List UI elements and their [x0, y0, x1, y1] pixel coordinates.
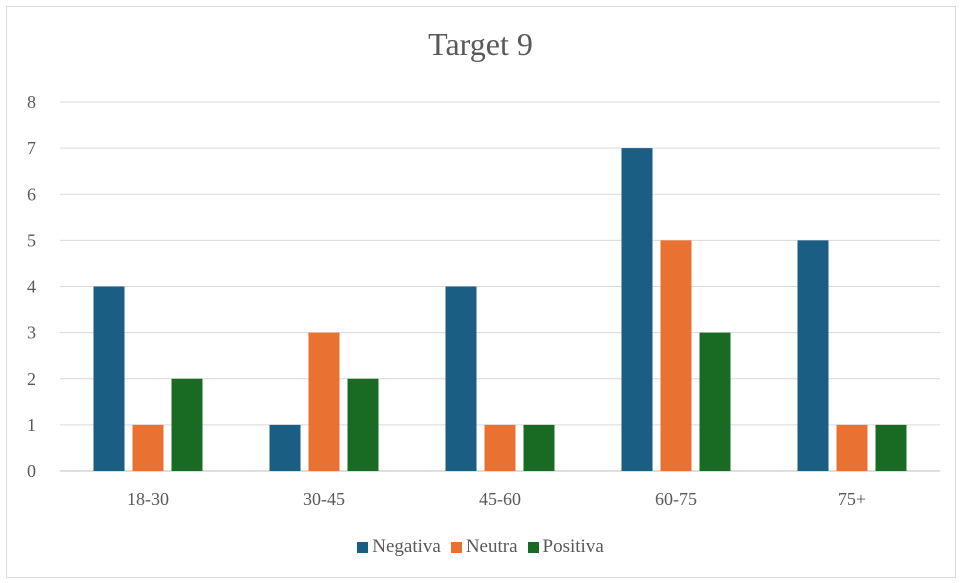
x-axis-ticks: 18-30 30-45 45-60 60-75 75+ — [127, 489, 866, 509]
y-tick-label: 5 — [27, 230, 36, 250]
bar-positiva-75+ — [875, 424, 907, 471]
x-tick-label: 45-60 — [479, 489, 521, 509]
legend-swatch — [527, 541, 539, 553]
legend: Negativa Neutra Positiva — [0, 536, 961, 558]
legend-label: Neutra — [465, 536, 518, 557]
bar-negativa-30-45 — [269, 424, 301, 471]
x-tick-label: 30-45 — [303, 489, 345, 509]
bar-neutra-18-30 — [132, 424, 164, 471]
y-tick-label: 1 — [27, 415, 36, 435]
bar-positiva-60-75 — [699, 332, 731, 471]
bar-positiva-45-60 — [523, 424, 555, 471]
y-tick-label: 8 — [27, 92, 36, 112]
bar-neutra-60-75 — [660, 240, 692, 471]
bar-neutra-75+ — [836, 424, 868, 471]
bar-positiva-18-30 — [171, 378, 203, 471]
bar-positiva-30-45 — [347, 378, 379, 471]
bars — [93, 148, 907, 471]
y-tick-label: 2 — [27, 369, 36, 389]
legend-swatch — [450, 541, 462, 553]
bar-neutra-45-60 — [484, 424, 516, 471]
y-axis-ticks: 0 1 2 3 4 5 6 7 8 — [27, 92, 36, 481]
legend-item: Neutra — [450, 536, 518, 558]
x-tick-label: 75+ — [838, 489, 866, 509]
chart-title: Target 9 — [428, 26, 533, 62]
bar-negativa-60-75 — [621, 148, 653, 471]
y-tick-label: 6 — [27, 184, 36, 204]
legend-item: Positiva — [527, 536, 604, 558]
legend-item: Negativa — [357, 536, 441, 558]
gridlines — [60, 101, 940, 472]
legend-label: Positiva — [542, 536, 604, 557]
bar-negativa-75+ — [797, 240, 829, 471]
y-tick-label: 0 — [27, 461, 36, 481]
x-tick-label: 18-30 — [127, 489, 169, 509]
x-tick-label: 60-75 — [655, 489, 697, 509]
y-tick-label: 7 — [27, 138, 36, 158]
y-tick-label: 4 — [27, 277, 36, 297]
bar-negativa-18-30 — [93, 286, 125, 471]
bar-neutra-30-45 — [308, 332, 340, 471]
bar-negativa-45-60 — [445, 286, 477, 471]
legend-label: Negativa — [372, 536, 441, 557]
y-tick-label: 3 — [27, 323, 36, 343]
legend-swatch — [357, 541, 369, 553]
